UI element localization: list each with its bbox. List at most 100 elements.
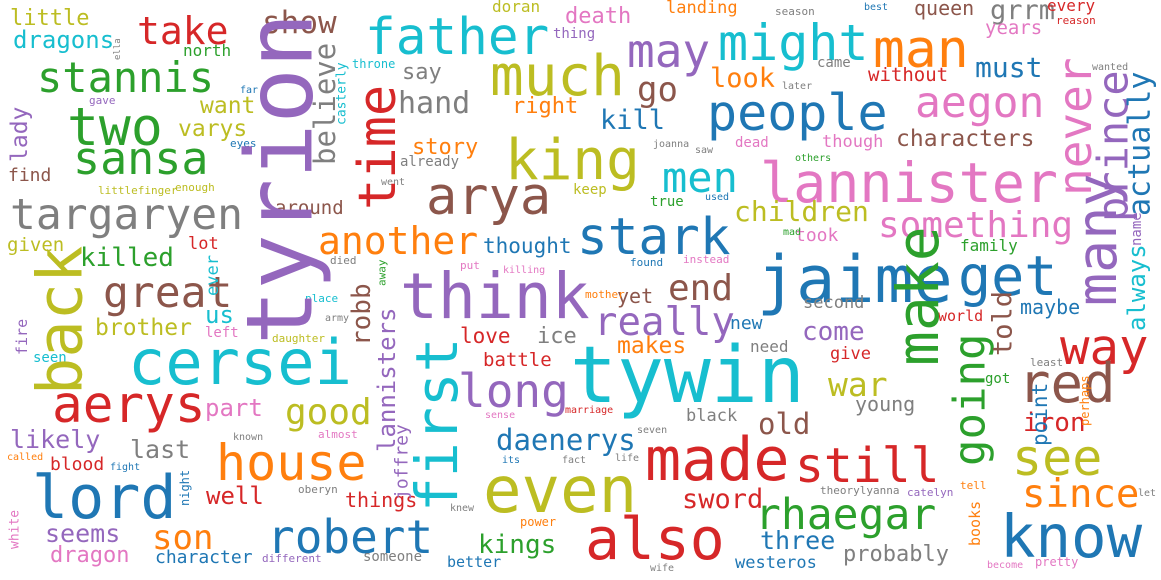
word: made <box>645 425 790 495</box>
word: tyrion <box>227 13 334 345</box>
word: later <box>782 81 812 92</box>
word: also <box>585 505 725 573</box>
word: got <box>985 371 1010 387</box>
word: killing <box>503 265 545 276</box>
word: knew <box>450 503 475 514</box>
word: though <box>822 132 883 152</box>
word: known <box>233 432 263 443</box>
word: queen <box>914 0 974 20</box>
word: yet <box>617 284 653 308</box>
word: ever <box>203 255 223 296</box>
word: ella <box>113 38 123 60</box>
word: took <box>795 225 839 246</box>
word: people <box>707 84 888 142</box>
word: given <box>7 234 64 256</box>
word: love <box>460 324 511 348</box>
word: much <box>490 44 625 109</box>
word: way <box>1060 319 1149 376</box>
word: world <box>938 307 983 325</box>
word: put <box>460 259 480 272</box>
word: son <box>152 518 213 558</box>
word: makes <box>617 333 686 359</box>
word: stannis <box>37 53 214 102</box>
word: man <box>873 19 969 80</box>
word: daenerys <box>496 423 636 457</box>
word: actually <box>1123 72 1158 217</box>
word: its <box>502 455 520 466</box>
word: another <box>318 219 478 263</box>
word: aerys <box>52 376 206 435</box>
word: went <box>381 177 405 188</box>
word: lord <box>32 463 177 533</box>
word: battle <box>483 349 552 371</box>
word: found <box>630 256 663 269</box>
word: come <box>802 317 865 347</box>
word: little <box>10 6 89 31</box>
word: iron <box>1023 408 1086 438</box>
word: dragons <box>13 26 114 54</box>
word: aegon <box>915 78 1044 128</box>
word: littlefinger <box>98 184 178 197</box>
word: better <box>447 553 501 571</box>
word: throne <box>352 57 395 71</box>
word: tywin <box>570 331 805 421</box>
word: long <box>458 364 569 418</box>
word: seems <box>45 519 120 548</box>
word: life <box>615 453 639 464</box>
word: still <box>795 438 940 494</box>
word: least <box>1030 356 1063 369</box>
word: rhaegar <box>755 490 936 540</box>
word: died <box>330 254 357 267</box>
word: war <box>828 365 888 404</box>
word: three <box>760 526 835 555</box>
word: casterly <box>335 62 350 125</box>
word: old <box>758 407 810 441</box>
word: many <box>1065 174 1129 306</box>
word: targaryen <box>10 190 243 240</box>
word: us <box>205 301 234 329</box>
word: death <box>565 4 631 29</box>
word: dead <box>735 135 769 151</box>
word: really <box>594 300 735 345</box>
word: theorylyanna <box>820 484 899 497</box>
word: robert <box>267 510 433 564</box>
word: children <box>734 195 869 228</box>
word: blood <box>50 454 104 475</box>
word: thing <box>553 26 595 42</box>
word: jaime <box>757 243 953 318</box>
word: red <box>1018 352 1116 415</box>
word: think <box>400 260 590 333</box>
word: night <box>178 470 192 506</box>
word: varys <box>178 116 247 142</box>
word: killed <box>80 243 174 273</box>
word: want <box>200 93 255 119</box>
word: story <box>412 135 478 160</box>
word: eyes <box>230 137 257 150</box>
word: family <box>960 236 1018 255</box>
word: came <box>817 55 851 71</box>
word: take <box>137 9 229 53</box>
word: catelyn <box>907 486 953 499</box>
word: might <box>718 14 869 72</box>
word: hand <box>398 86 470 121</box>
word: right <box>512 94 578 119</box>
word: maybe <box>1020 295 1080 319</box>
word: instead <box>683 253 729 266</box>
word: say <box>402 60 442 85</box>
word: joanna <box>653 139 689 150</box>
word: books <box>966 501 984 546</box>
word: need <box>750 337 789 356</box>
word: fact <box>562 455 586 466</box>
word: joffrey <box>392 424 413 500</box>
word: season <box>775 5 815 18</box>
word: likely <box>10 425 100 454</box>
word: ice <box>537 324 577 349</box>
word: probably <box>843 542 949 567</box>
word: dragon <box>50 543 129 568</box>
word: left <box>205 325 239 341</box>
word: let <box>1138 488 1156 499</box>
word: away <box>376 259 389 286</box>
word: years <box>985 17 1042 39</box>
